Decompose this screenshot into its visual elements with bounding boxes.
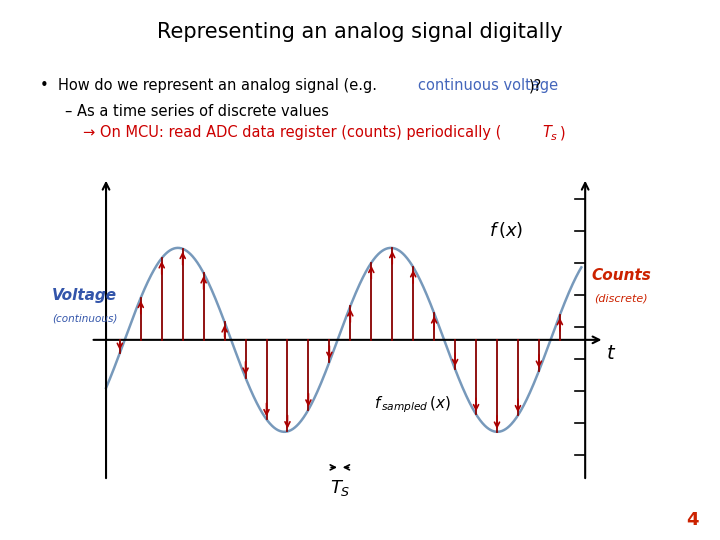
Text: Voltage: Voltage <box>52 288 117 303</box>
Text: $t$: $t$ <box>606 344 616 363</box>
Text: (continuous): (continuous) <box>52 314 117 324</box>
Text: – As a time series of discrete values: – As a time series of discrete values <box>65 104 328 119</box>
Text: continuous voltage: continuous voltage <box>418 78 558 93</box>
Text: ): ) <box>559 125 565 140</box>
Text: $f_{\,sampled}\,(x)$: $f_{\,sampled}\,(x)$ <box>374 394 451 415</box>
Text: Counts: Counts <box>591 267 651 282</box>
Text: (discrete): (discrete) <box>595 293 648 303</box>
Text: $T_S$: $T_S$ <box>330 478 350 498</box>
Text: Representing an analog signal digitally: Representing an analog signal digitally <box>157 22 563 42</box>
Text: •  How do we represent an analog signal (e.g.: • How do we represent an analog signal (… <box>40 78 381 93</box>
Text: s: s <box>551 132 557 142</box>
Text: 4: 4 <box>686 511 698 529</box>
Text: T: T <box>542 125 551 140</box>
Text: )?: )? <box>529 78 542 93</box>
Text: → On MCU: read ADC data register (counts) periodically (: → On MCU: read ADC data register (counts… <box>83 125 501 140</box>
Text: $f\,(x)$: $f\,(x)$ <box>490 220 523 240</box>
